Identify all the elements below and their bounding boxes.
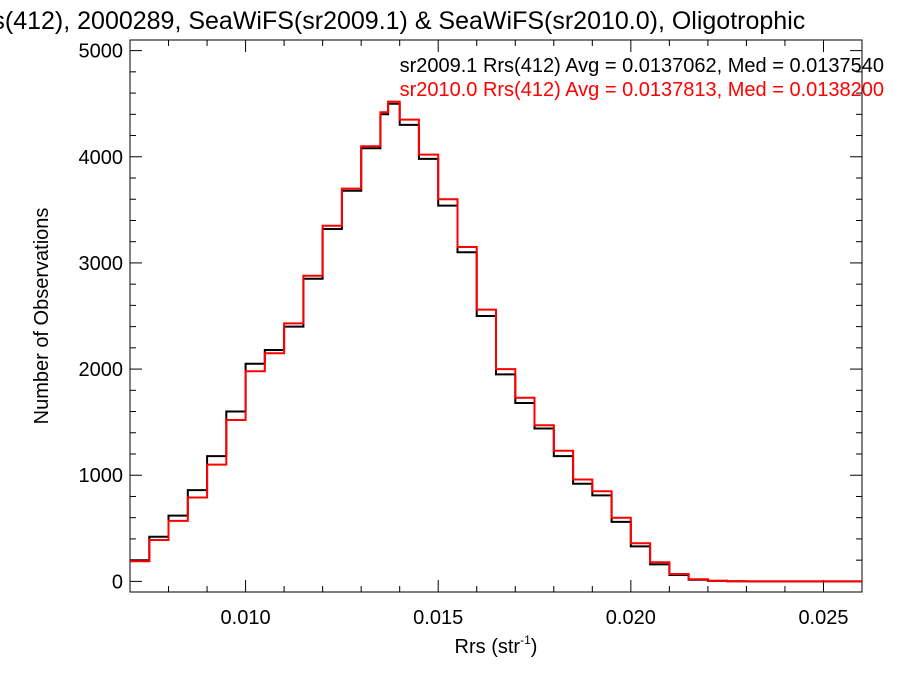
plot-frame — [129, 39, 863, 593]
x-axis-label-close: ) — [531, 636, 538, 658]
y-tick-label: 4000 — [79, 147, 124, 169]
x-tick-label: 0.010 — [221, 607, 271, 629]
x-axis-label-main: Rrs (str — [455, 636, 521, 658]
chart-title: Rrs(412), 2000289, SeaWiFS(sr2009.1) & S… — [0, 7, 805, 35]
legend-entry-sr2009-1: sr2009.1 Rrs(412) Avg = 0.0137062, Med =… — [400, 55, 884, 77]
series-line-sr2010-0 — [130, 100, 862, 583]
x-tick-label: 0.020 — [606, 607, 656, 629]
axis-ticks — [129, 40, 863, 592]
x-axis-label-superscript: -1 — [520, 633, 531, 647]
x-axis-label: Rrs (str-1) — [455, 633, 538, 658]
y-axis-label: Number of Observations — [31, 208, 53, 425]
x-tick-label: 0.015 — [413, 607, 463, 629]
y-tick-label: 1000 — [79, 465, 124, 487]
y-tick-label: 3000 — [79, 253, 124, 275]
series-layer — [130, 100, 862, 583]
tick-labels: 0.010 0.015 0.020 0.025 0 1000 2000 3000 4000 500… — [79, 41, 849, 629]
y-tick-label: 2000 — [79, 359, 124, 381]
y-tick-label: 5000 — [79, 41, 124, 63]
legend-entry-sr2010-0: sr2010.0 Rrs(412) Avg = 0.0137813, Med =… — [400, 79, 884, 101]
y-tick-label: 0 — [112, 571, 123, 593]
x-tick-label: 0.025 — [798, 607, 848, 629]
legend: sr2009.1 Rrs(412) Avg = 0.0137062, Med =… — [400, 55, 884, 101]
